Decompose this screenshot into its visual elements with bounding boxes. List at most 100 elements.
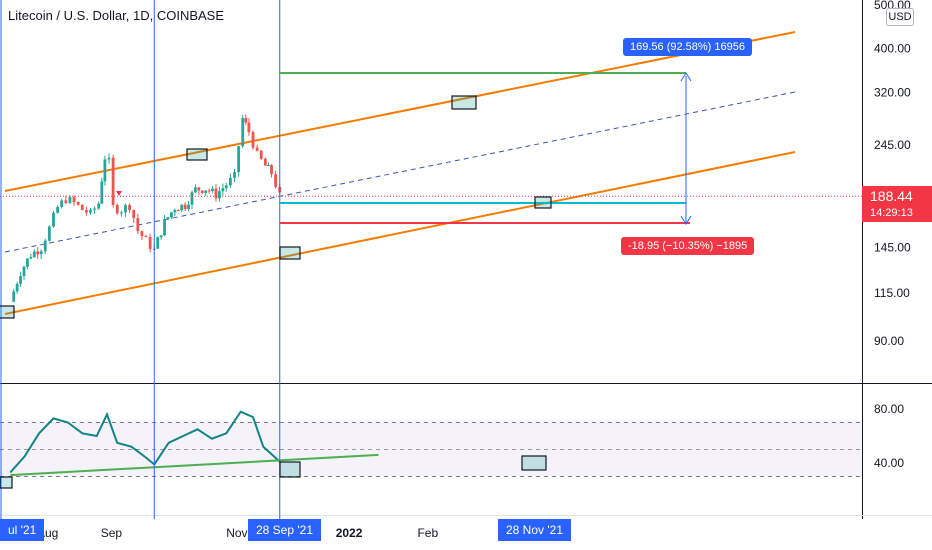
candle-body <box>166 217 170 220</box>
candle-body <box>80 204 84 211</box>
candle-body <box>29 257 33 259</box>
highlight-box-1 <box>186 148 208 161</box>
candle-body <box>47 226 51 241</box>
candle-body <box>19 276 22 284</box>
candle-body <box>187 204 190 210</box>
candle <box>267 162 270 167</box>
candle <box>263 157 267 166</box>
osc-tick-label: 40.00 <box>874 456 904 470</box>
candle <box>100 177 104 205</box>
channel-midline <box>4 91 796 253</box>
candle <box>39 249 43 260</box>
osc-line <box>9 410 281 474</box>
highlight-box-4 <box>534 196 552 209</box>
candle-body <box>128 205 131 211</box>
currency-button[interactable]: USD <box>886 8 914 26</box>
candle-body <box>251 132 255 148</box>
time-tick-label: Feb <box>417 526 438 540</box>
measure-arrow-head-down <box>680 215 692 225</box>
candle-body <box>22 266 26 277</box>
time-tick-label: 2022 <box>336 526 363 540</box>
candle-body <box>43 240 47 252</box>
candle <box>274 170 278 189</box>
highlight-box-5 <box>0 476 13 489</box>
candle-body <box>32 251 36 258</box>
price-tick-label: 320.00 <box>874 85 911 99</box>
time-tick-label: Sep <box>101 526 123 540</box>
candle-body <box>244 118 248 123</box>
candle-body <box>84 210 88 213</box>
candle <box>241 114 245 149</box>
candle-body <box>218 191 221 199</box>
candle <box>72 195 76 206</box>
date-tag-sep: 28 Sep '21 <box>248 519 322 541</box>
candle-body <box>259 150 263 159</box>
candle <box>228 173 232 189</box>
candle <box>111 154 115 208</box>
candle <box>140 230 144 240</box>
candle <box>247 118 251 136</box>
candle-body <box>263 158 267 166</box>
candle-body <box>132 210 136 219</box>
candle <box>103 155 107 186</box>
candle-body <box>100 181 104 204</box>
candle <box>124 203 127 218</box>
candle <box>26 258 29 270</box>
candle-body <box>119 212 123 214</box>
candle <box>32 249 36 258</box>
candle-body <box>183 204 187 210</box>
candle-body <box>89 209 92 213</box>
candle-body <box>233 172 236 178</box>
price-tick-label: 90.00 <box>874 334 904 348</box>
candle <box>136 213 140 235</box>
candle <box>214 184 218 202</box>
candle <box>200 190 204 194</box>
candle-body <box>26 258 29 267</box>
highlight-box-6 <box>279 461 301 478</box>
candle-body <box>221 188 225 192</box>
price-tick-label: 400.00 <box>874 42 911 56</box>
candle <box>19 271 22 287</box>
candle-body <box>93 208 97 210</box>
candle <box>170 212 173 219</box>
candle <box>156 236 160 249</box>
candle-body <box>39 251 43 255</box>
candle-body <box>124 205 127 213</box>
candle-body <box>111 157 115 205</box>
candle-body <box>237 146 241 173</box>
highlight-box-3 <box>279 246 301 260</box>
candle-body <box>200 190 204 193</box>
candle <box>76 201 80 206</box>
candle <box>47 225 51 242</box>
candle-body <box>144 236 148 238</box>
measure-arrow-head-up <box>680 72 692 82</box>
candle-body <box>103 159 107 182</box>
candle-body <box>64 200 68 203</box>
candle-body <box>15 283 19 292</box>
candle <box>183 202 187 212</box>
candle <box>204 190 208 196</box>
candle-body <box>274 174 278 187</box>
candle-body <box>247 122 251 133</box>
candle-body <box>115 204 119 214</box>
candle <box>97 201 101 210</box>
candle <box>166 216 170 221</box>
date-tag-jul: ul '21 <box>0 519 45 541</box>
channel-lower <box>4 151 796 315</box>
candle <box>207 188 211 194</box>
candle <box>60 198 64 209</box>
candle-body <box>214 188 218 199</box>
candle-body <box>136 218 140 232</box>
measure-up-label: 169.56 (92.58%) 16956 <box>623 38 752 56</box>
candle-body <box>56 206 59 213</box>
highlight-box-2 <box>451 95 477 110</box>
candle-body <box>180 204 184 211</box>
candle <box>36 246 40 260</box>
candle <box>176 209 180 212</box>
price-tick-label: 145.00 <box>874 241 911 255</box>
candle <box>255 144 259 152</box>
candle <box>119 210 123 217</box>
candle-body <box>36 251 40 255</box>
candle <box>128 203 131 213</box>
